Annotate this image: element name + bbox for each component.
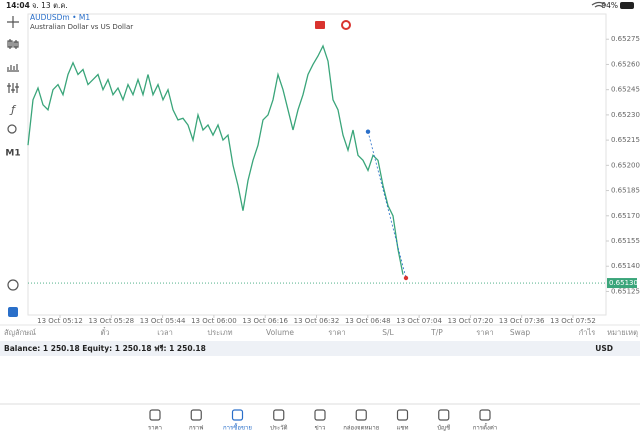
x-tick-label: 13 Oct 07:04	[396, 317, 442, 325]
column-header: สัญลักษณ์	[4, 328, 36, 337]
chart-title: AUDUSDm • M1	[30, 13, 90, 22]
trade-line	[367, 131, 407, 279]
y-tick-label: 0.65275	[611, 35, 640, 43]
y-tick-label: 0.65200	[611, 161, 640, 169]
x-tick-label: 13 Oct 06:16	[242, 317, 288, 325]
tab-label[interactable]: ประวัติ	[270, 425, 288, 432]
tab-label[interactable]: ข่าว	[315, 425, 326, 432]
tab-label[interactable]: การซื้อขาย	[223, 422, 252, 432]
left-toolbar: ƒ M1	[5, 16, 21, 317]
column-header: หมายเหตุ	[607, 328, 638, 337]
trade-open	[365, 129, 371, 134]
price-chart: 0.65275 0.65260 0.65245 0.65230 0.65215 0.652…	[27, 35, 640, 325]
y-tick-label: 0.65245	[611, 86, 640, 94]
positions-header: สัญลักษณ์ ตั๋ว เวลา ประเภท Volume ราคา S/L T/P ร…	[4, 327, 638, 337]
x-tick-label: 13 Oct 06:32	[294, 317, 340, 325]
settings-tool[interactable]	[7, 83, 19, 93]
tab-label[interactable]: บัญชี	[437, 424, 450, 432]
tab-label[interactable]: กล่องจดหมาย	[343, 425, 379, 432]
column-header: ราคา	[328, 328, 345, 337]
crosshair-tool[interactable]	[7, 16, 19, 28]
one-click-tool[interactable]	[8, 307, 18, 317]
y-tick-label: 0.65140	[611, 262, 640, 270]
trade-tool[interactable]	[7, 279, 19, 291]
tab-icon[interactable]	[231, 409, 244, 421]
account-currency: USD	[595, 344, 613, 353]
column-header: T/P	[430, 328, 443, 337]
y-tick-label: 0.65260	[611, 60, 640, 68]
tab-icon[interactable]	[479, 409, 491, 421]
current-price-box	[607, 278, 637, 289]
y-tick-label: 0.65170	[611, 212, 640, 220]
column-header: เวลา	[157, 328, 173, 337]
price-line	[27, 44, 404, 275]
battery-icon	[620, 2, 634, 9]
x-tick-label: 13 Oct 06:48	[345, 317, 391, 325]
tab-icon[interactable]	[273, 409, 285, 421]
y-tick-label: 0.65215	[611, 136, 640, 144]
x-tick-label: 13 Oct 07:20	[448, 317, 494, 325]
tab-label[interactable]: กราฟ	[189, 425, 203, 432]
account-bar	[0, 341, 640, 356]
tab-icon[interactable]	[355, 409, 367, 421]
tab-icon[interactable]	[190, 409, 202, 421]
search-tool[interactable]	[7, 124, 17, 134]
battery-percent: 94%	[601, 1, 618, 10]
chart-subtitle: Australian Dollar vs US Dollar	[30, 23, 133, 31]
tab-label[interactable]: การตั้งค่า	[473, 422, 497, 432]
tab-label[interactable]: ราคา	[148, 425, 162, 432]
x-tick-label: 13 Oct 05:28	[88, 317, 134, 325]
y-tick-label: 0.65155	[611, 237, 640, 245]
x-tick-label: 13 Oct 07:52	[550, 317, 596, 325]
timeframe[interactable]: M1	[5, 149, 20, 159]
x-tick-label: 13 Oct 05:12	[37, 317, 83, 325]
column-header: ราคา	[476, 328, 493, 337]
y-tick-label: 0.65230	[611, 111, 640, 119]
current-price-label: 0.65130	[609, 279, 638, 287]
column-header: ตั๋ว	[100, 327, 109, 337]
tab-icon[interactable]	[149, 409, 161, 421]
y-tick-label: 0.65185	[611, 187, 640, 195]
sell-button[interactable]	[315, 21, 325, 29]
tab-icon[interactable]	[396, 409, 409, 421]
account-summary: Balance: 1 250.18 Equity: 1 250.18 ฟรี: …	[4, 344, 206, 353]
tab-icon[interactable]	[438, 409, 450, 421]
column-header: ประเภท	[207, 328, 232, 337]
objects-tool[interactable]: ƒ	[9, 103, 17, 116]
column-header: Volume	[266, 328, 294, 337]
tab-bar: ราคา กราฟ การซื้อขาย ประวัติ ข่าว กล่องจดหมาย…	[148, 409, 497, 432]
wifi-icon	[591, 1, 607, 8]
column-header: Swap	[510, 328, 530, 337]
buy-button[interactable]	[341, 20, 351, 30]
indicators-tool[interactable]	[7, 64, 19, 72]
status-date: จ. 13 ต.ค.	[32, 1, 68, 10]
column-header: S/L	[382, 328, 394, 337]
x-tick-label: 13 Oct 06:00	[191, 317, 237, 325]
chart-type-tool[interactable]	[7, 39, 19, 49]
x-tick-label: 13 Oct 07:36	[499, 317, 545, 325]
y-tick-label: 0.65125	[611, 287, 640, 295]
chart-frame	[27, 13, 607, 316]
column-header: กำไร	[579, 328, 596, 337]
trade-close	[403, 275, 409, 281]
tab-label[interactable]: แชท	[397, 425, 409, 432]
tab-icon[interactable]	[314, 409, 326, 421]
x-tick-label: 13 Oct 05:44	[140, 317, 186, 325]
status-time: 14:04	[6, 1, 30, 10]
